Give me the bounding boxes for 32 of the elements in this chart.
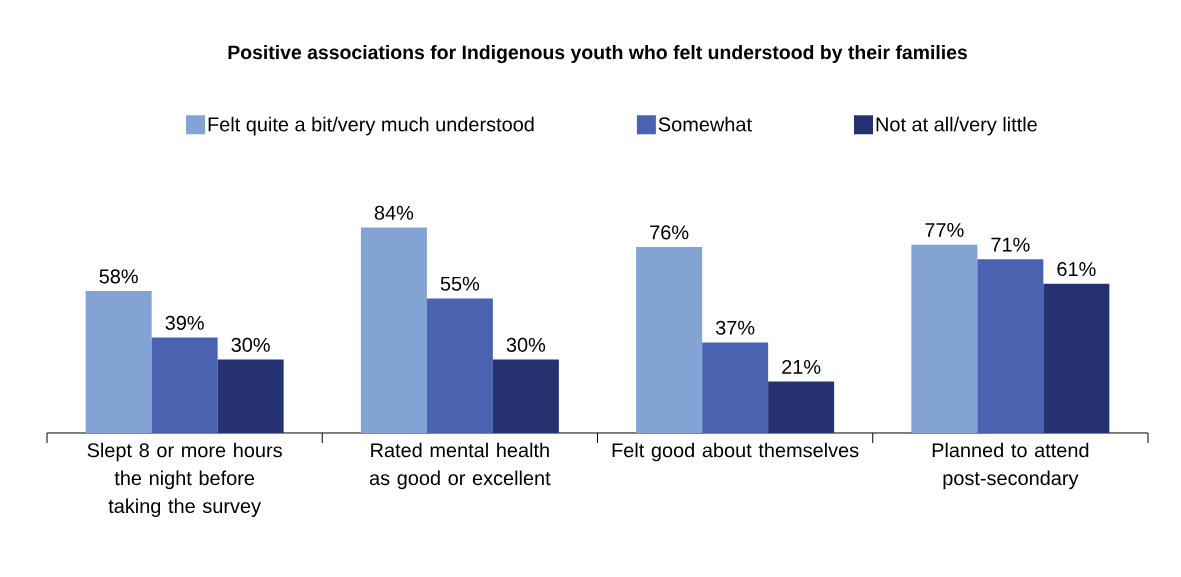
data-label: 21% [782, 359, 821, 374]
bar [702, 342, 769, 433]
data-label: 37% [715, 320, 755, 335]
x-tick-label: Felt good about themselves [612, 442, 859, 462]
x-tick-label: Rated mental health as good or excellent [369, 442, 551, 490]
data-label: 55% [440, 276, 480, 291]
bar [492, 359, 559, 433]
legend-label: Somewhat [658, 116, 752, 132]
data-label: 84% [374, 205, 414, 220]
bar [360, 227, 427, 433]
data-label: 58% [99, 269, 138, 284]
bar [426, 298, 493, 433]
legend-label: Not at all/very little [876, 116, 1037, 136]
data-label: 61% [1057, 262, 1096, 277]
data-label: 71% [991, 237, 1030, 252]
bar [151, 337, 218, 433]
bar [911, 244, 978, 433]
x-tick-label: Planned to attend post-secondary [932, 442, 1089, 490]
bar [1043, 283, 1110, 433]
data-label: 76% [650, 225, 689, 240]
x-tick-label: Slept 8 or more hours the night before taking the survey [87, 442, 282, 518]
legend-label: Felt quite a bit/very much understood [208, 116, 534, 136]
data-label: 30% [231, 337, 270, 352]
bar [768, 381, 835, 433]
data-label: 77% [925, 223, 964, 237]
bar [217, 359, 284, 433]
bar [85, 291, 152, 433]
data-label: 39% [165, 315, 204, 330]
bar [636, 247, 703, 433]
bar [977, 259, 1044, 433]
data-label: 30% [506, 337, 546, 352]
chart-title: Positive associations for Indigenous youth who felt understood by their families [228, 44, 967, 64]
